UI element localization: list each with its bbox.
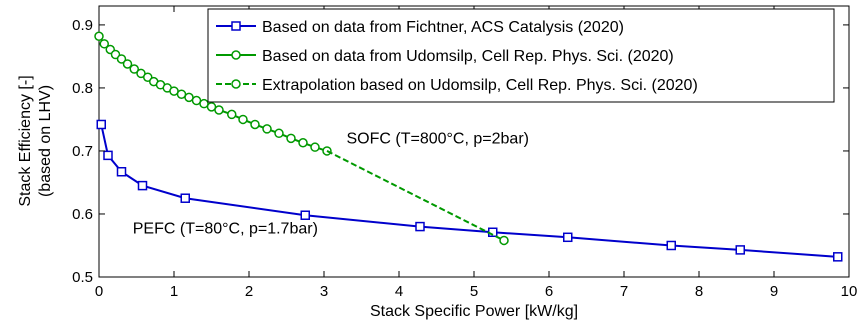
data-point-square [96, 119, 106, 130]
x-axis-label: Stack Specific Power [kW/kg] [370, 303, 578, 320]
data-point-square [415, 221, 425, 232]
data-point-circle [274, 128, 284, 139]
annotation-label: SOFC (T=800°C, p=2bar) [347, 130, 529, 147]
x-tick-label: 3 [320, 283, 328, 300]
x-tick-label: 8 [695, 283, 703, 300]
legend-entry: Extrapolation based on Udomsilp, Cell Re… [262, 77, 698, 94]
data-point-square [103, 150, 113, 161]
data-point-circle [231, 50, 241, 60]
series-2 [326, 150, 509, 246]
data-point-circle [94, 31, 104, 42]
y-tick-label: 0.7 [72, 143, 93, 160]
data-point-square [180, 193, 190, 203]
data-point-square [833, 252, 843, 262]
series-1 [94, 31, 332, 156]
x-tick-label: 6 [545, 283, 553, 300]
annotation-layer: SOFC (T=800°C, p=2bar) PEFC (T=80°C, p=1.… [133, 130, 529, 237]
data-point-circle [227, 109, 237, 120]
data-point-square [666, 240, 676, 251]
series-layer [94, 31, 843, 262]
x-tick-label: 1 [170, 283, 178, 300]
legend-entry: Based on data from Fichtner, ACS Catalys… [262, 19, 624, 36]
data-point-circle [116, 54, 127, 64]
data-point-square [735, 245, 745, 255]
y-tick-label: 0.8 [72, 80, 93, 97]
legend: Based on data from Fichtner, ACS Catalys… [207, 8, 835, 103]
data-point-circle [262, 124, 272, 134]
x-tick-label: 5 [470, 283, 478, 300]
data-point-square [231, 21, 241, 31]
data-point-circle [286, 133, 296, 144]
series-0 [96, 119, 843, 262]
legend-entry: Based on data from Udomsilp, Cell Rep. P… [262, 48, 674, 65]
data-point-circle [214, 105, 224, 115]
data-point-circle [231, 79, 241, 89]
data-point-circle [122, 59, 133, 69]
data-point-circle [250, 119, 260, 130]
data-point-circle [99, 39, 109, 49]
data-point-square [300, 210, 310, 220]
y-tick-label: 0.9 [72, 17, 93, 34]
x-tick-label: 10 [841, 283, 857, 300]
y-axis-label-line2: (based on LHV) [37, 85, 54, 197]
annotation-label: PEFC (T=80°C, p=1.7bar) [133, 221, 318, 238]
legend-box [207, 8, 835, 103]
x-tick-label: 7 [620, 283, 628, 300]
data-point-circle [499, 235, 509, 246]
y-tick-label: 0.5 [72, 269, 93, 286]
data-point-circle [238, 114, 248, 125]
data-point-square [563, 232, 573, 243]
x-tick-label: 9 [770, 283, 778, 300]
ticks-layer: 0 1 2 3 4 5 6 7 8 9 10 0.5 0.6 0.7 0.8 0.9 [72, 6, 857, 300]
series-line [326, 150, 505, 242]
data-point-square [137, 180, 148, 191]
x-tick-label: 0 [95, 283, 103, 300]
x-tick-label: 2 [245, 283, 253, 300]
data-point-circle [129, 64, 139, 74]
data-point-circle [298, 138, 308, 148]
data-point-square [116, 167, 127, 177]
x-tick-label: 4 [395, 283, 403, 300]
y-axis-label-line1: Stack Efficiency [-] [17, 75, 34, 206]
data-point-circle [310, 142, 320, 152]
y-tick-label: 0.6 [72, 206, 93, 223]
